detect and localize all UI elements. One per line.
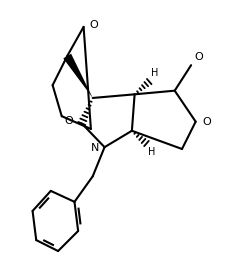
Polygon shape — [63, 54, 93, 98]
Text: O: O — [202, 117, 211, 127]
Text: N: N — [91, 143, 99, 153]
Text: O: O — [89, 20, 98, 30]
Text: O: O — [65, 116, 74, 126]
Text: H: H — [148, 147, 156, 157]
Text: O: O — [195, 52, 203, 62]
Text: H: H — [151, 68, 158, 78]
